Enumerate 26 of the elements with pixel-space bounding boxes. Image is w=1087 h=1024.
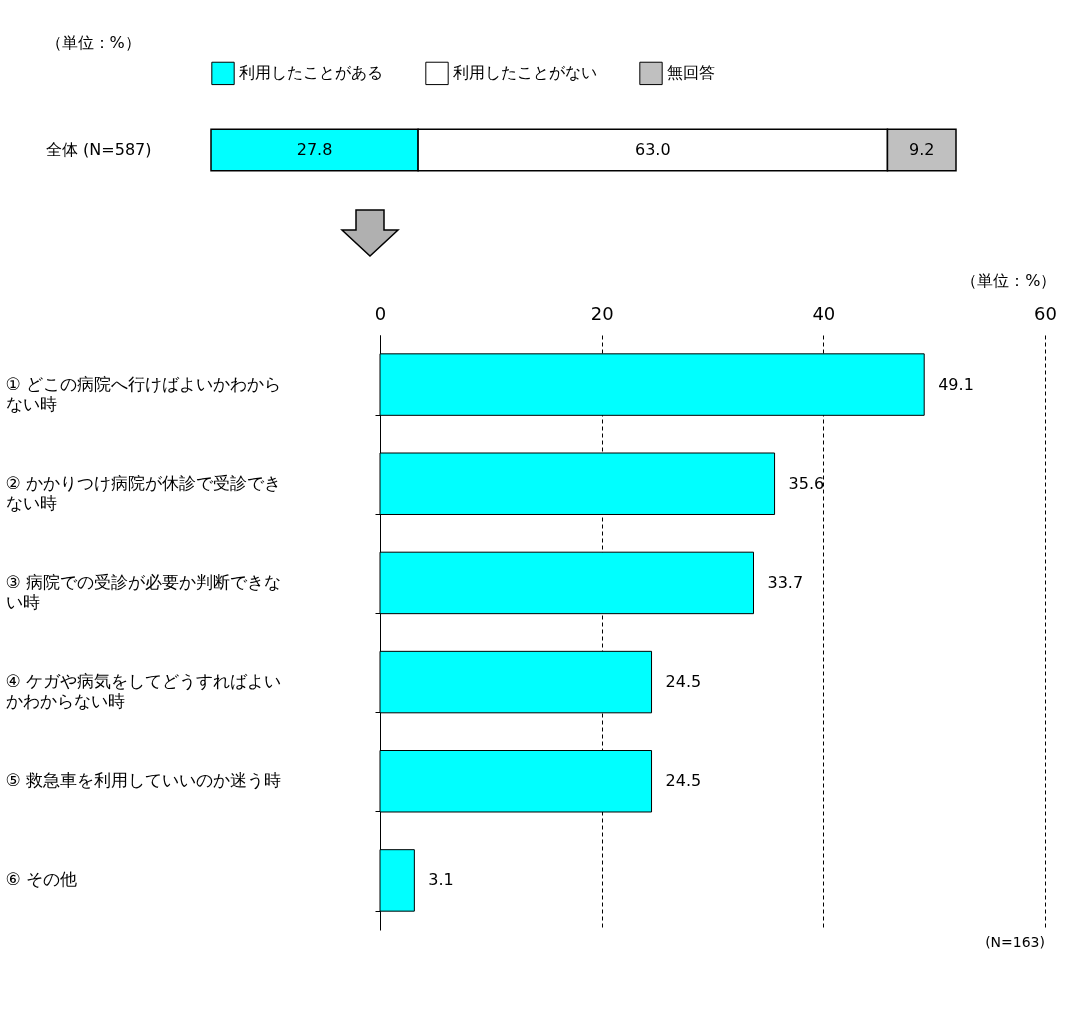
x-tick-label: 0	[374, 302, 387, 324]
text: （単位：%）	[961, 271, 1057, 290]
data-label: 63.0	[634, 140, 671, 159]
text: （単位：%）	[45, 33, 141, 52]
y-tick-label: 全体 (N=587)	[46, 140, 152, 159]
legend-label: 利用したことがない	[453, 63, 597, 83]
legend-label: 利用したことがある	[239, 63, 383, 83]
x-tick-label: 20	[590, 302, 614, 324]
data-label: 49.1	[938, 374, 974, 394]
legend-label: 無回答	[667, 63, 715, 83]
data-label: 24.5	[665, 771, 702, 791]
data-label: 33.7	[767, 572, 804, 592]
y-tick-label: ④ ケガや病気をしてどうすればよいかわからない時	[5, 671, 282, 712]
y-tick-label: ⑥ その他	[5, 869, 78, 890]
y-tick-label: ② かかりつけ病院が休診で受診できない時	[5, 472, 282, 513]
x-tick-label: 40	[812, 302, 836, 324]
y-tick-label: ⑤ 救急車を利用していいのか迷う時	[5, 770, 282, 791]
data-label: 27.8	[296, 140, 333, 159]
text: (N=163)	[985, 934, 1045, 950]
y-tick-label: ① どこの病院へ行けばよいかわからない時	[5, 373, 282, 414]
y-tick-label: ③ 病院での受診が必要か判断できない時	[5, 571, 282, 612]
data-label: 24.5	[665, 672, 702, 692]
data-label: 3.1	[428, 870, 454, 890]
data-label: 35.6	[788, 473, 825, 493]
data-label: 9.2	[909, 140, 935, 159]
x-tick-label: 60	[1034, 302, 1057, 324]
